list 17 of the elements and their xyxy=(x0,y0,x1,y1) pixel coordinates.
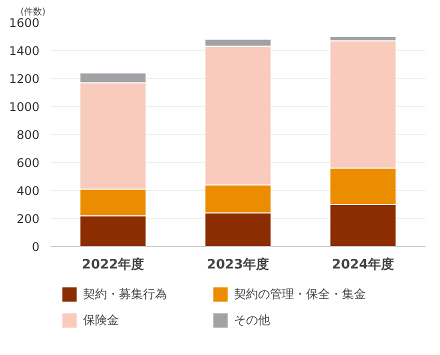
x-tick-label: 2023年度 xyxy=(206,256,270,272)
y-axis-title: (件数) xyxy=(20,6,46,18)
y-tick-label: 800 xyxy=(16,128,40,142)
y-tick-label: 1600 xyxy=(8,16,40,30)
legend-label: 契約の管理・保全・集金 xyxy=(234,286,366,302)
x-tick-label: 2022年度 xyxy=(82,256,144,272)
x-tick-label: 2024年度 xyxy=(332,256,394,272)
y-tick-label: 1200 xyxy=(8,72,40,86)
y-tick-label: 1400 xyxy=(8,44,40,58)
legend-label: 保険金 xyxy=(83,312,120,328)
legend-label: 契約・募集行為 xyxy=(83,286,168,302)
y-tick-label: 1000 xyxy=(8,100,40,114)
y-tick-label: 0 xyxy=(32,240,40,254)
legend-label: その他 xyxy=(234,312,271,328)
y-tick-label: 400 xyxy=(16,184,40,198)
y-tick-label: 600 xyxy=(16,156,40,170)
y-tick-label: 200 xyxy=(16,212,40,226)
